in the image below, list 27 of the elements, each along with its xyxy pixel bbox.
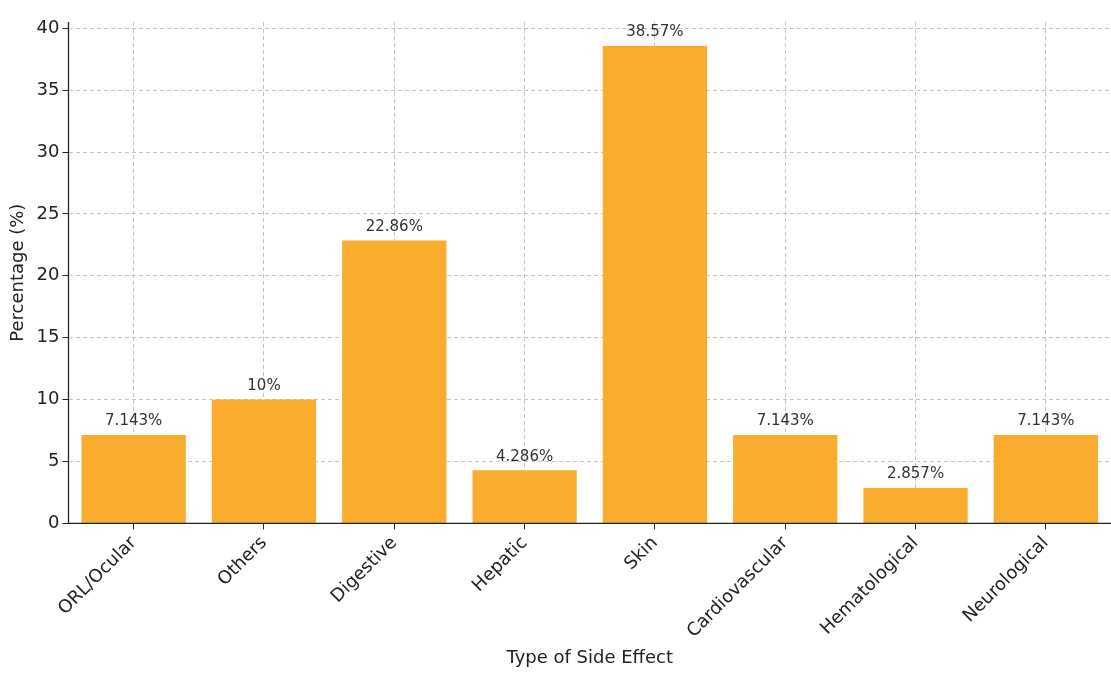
- bar: [211, 399, 317, 523]
- bar: [342, 240, 447, 523]
- y-tick-label: 10: [36, 387, 60, 409]
- y-tick-label: 0: [48, 511, 60, 533]
- y-axis-title: Percentage (%): [6, 203, 28, 342]
- y-tick-label: 35: [36, 77, 60, 99]
- y-tick-label: 5: [48, 449, 60, 471]
- data-label: 7.143%: [756, 411, 814, 430]
- y-tick-label: 25: [36, 201, 60, 223]
- data-label: 7.143%: [105, 411, 163, 430]
- y-tick-label: 40: [36, 15, 60, 37]
- data-label: 22.86%: [365, 216, 423, 235]
- data-label: 4.286%: [495, 446, 554, 465]
- bar: [733, 434, 838, 523]
- data-label: 7.143%: [1017, 411, 1075, 430]
- bar: [81, 434, 186, 523]
- y-tick-label: 20: [36, 263, 60, 285]
- data-label: 38.57%: [626, 22, 684, 41]
- y-tick-label: 30: [36, 139, 60, 161]
- bar: [863, 488, 968, 523]
- x-axis-title: Type of Side Effect: [505, 645, 674, 667]
- bar: [472, 470, 577, 523]
- bar: [602, 45, 708, 523]
- bar: [993, 434, 1098, 523]
- data-label: 2.857%: [886, 464, 945, 483]
- data-label: 10%: [247, 376, 281, 395]
- y-tick-label: 15: [36, 325, 60, 347]
